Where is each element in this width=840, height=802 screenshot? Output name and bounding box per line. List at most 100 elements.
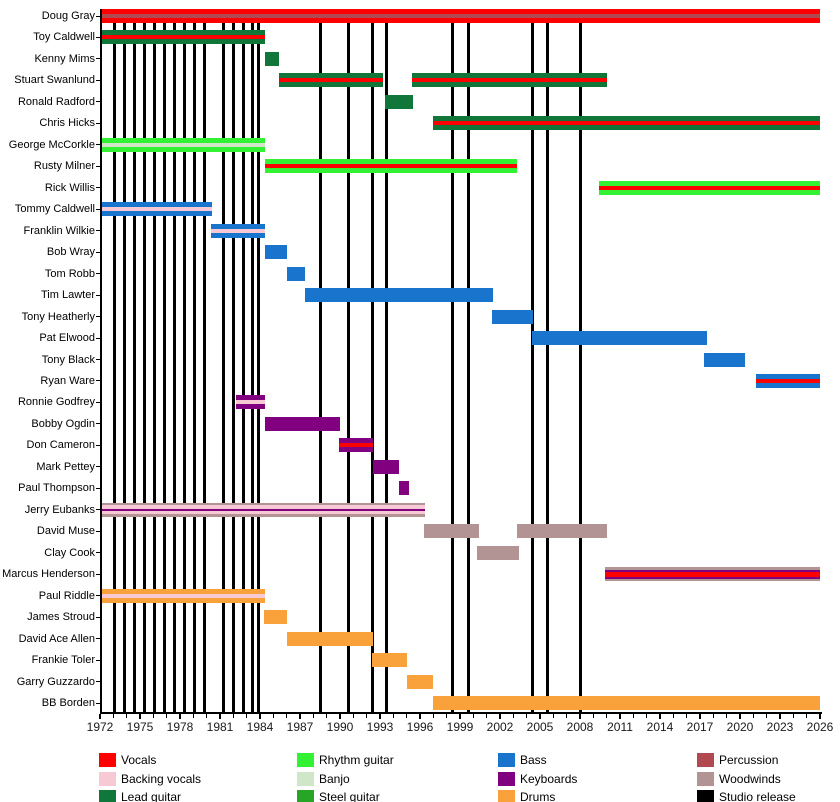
member-label: Pat Elwood [39,332,95,345]
x-axis-tick [432,714,434,718]
member-axis-tick [96,251,100,253]
x-axis-tick [446,714,448,718]
legend-label: Drums [520,790,556,802]
x-axis-tick [379,714,381,719]
member-label: Ronnie Godfrey [17,396,95,409]
x-axis-tick [659,714,661,719]
member-bar [598,180,820,195]
member-label: George McCorkle [8,138,95,151]
backing-vocals-stripe [236,400,266,405]
member-label: Doug Gray [41,10,95,22]
member-bar [265,51,280,66]
member-label: Garry Guzzardo [16,675,95,688]
vocals-stripe [605,571,820,577]
studio-release-line [257,9,261,712]
member-bar [477,545,519,560]
legend-label: Woodwinds [719,772,781,786]
member-label: James Stroud [27,611,95,624]
member-label: Don Cameron [26,439,95,452]
keyboards-stripe [236,395,266,401]
x-axis-tick [779,714,781,719]
x-axis-tick-label: 1993 [366,720,394,734]
backing-vocals-stripe [210,228,266,233]
legend-label: Studio release [719,790,796,802]
x-axis-tick [392,714,394,718]
woodwinds-stripe [424,524,479,539]
x-axis-tick-label: 2014 [646,720,674,734]
x-axis-tick [579,714,581,719]
x-axis-tick [232,714,234,718]
vocals-stripe [100,35,266,40]
member-label: Tommy Caldwell [14,203,95,216]
member-axis-tick [96,165,100,167]
x-axis-tick-label: 2011 [607,720,633,734]
member-label: Stuart Swanlund [14,74,95,87]
member-axis-tick [96,337,100,339]
legend-swatch-vocals [99,753,116,767]
member-bar [100,202,212,217]
member-bar [492,309,534,324]
member-label: Bobby Ogdin [31,417,95,430]
x-axis-tick [486,714,488,718]
keyboards-stripe [236,404,266,410]
lead-guitar-stripe [278,82,384,88]
lead-guitar-stripe [278,73,384,79]
bass-stripe [210,232,266,238]
rhythm-guitar-stripe [598,180,820,186]
bass-stripe [756,373,820,379]
woodwinds-stripe [477,545,519,560]
member-label: Ryan Ware [40,374,95,387]
bass-stripe [492,309,534,324]
member-bar [100,588,266,603]
member-axis-tick [96,273,100,275]
member-bar [517,524,607,539]
x-axis-tick [139,714,141,719]
member-label: Chris Hicks [39,117,95,130]
member-axis-tick [96,187,100,189]
vocals-stripe [412,78,607,83]
member-axis-tick [96,659,100,661]
vocals-stripe [338,443,374,448]
legend-label: Percussion [719,753,779,767]
x-axis-tick-label: 2023 [766,720,794,734]
x-axis-tick [352,714,354,718]
member-label: Kenny Mims [34,52,95,65]
member-label: Tony Black [41,353,95,366]
drums-stripe [286,631,373,646]
member-label: Ronald Radford [17,95,95,108]
member-bar [286,631,373,646]
member-axis-tick [96,573,100,575]
member-axis-tick [96,294,100,296]
x-axis-tick [459,714,461,719]
x-axis-tick [206,714,208,718]
x-axis-line [100,712,822,714]
woodwinds-stripe [100,502,426,506]
x-axis-tick-label: 1987 [286,720,314,734]
member-bar [704,352,746,367]
member-axis-tick [96,101,100,103]
x-axis-tick-label: 1996 [406,720,434,734]
member-axis-tick [96,509,100,511]
legend-swatch-bass [498,753,515,767]
member-bar [372,653,407,668]
legend-label: Backing vocals [121,772,202,786]
woodwinds-stripe [517,524,607,539]
member-axis-tick [96,58,100,60]
legend-label: Rhythm guitar [319,753,394,767]
member-label: Tim Lawter [41,289,95,302]
member-bar [286,266,306,281]
member-label: Frankie Toler [31,654,95,667]
legend-label: Steel guitar [319,790,380,802]
member-label: Paul Thompson [18,482,95,495]
member-bar [265,416,340,431]
x-axis-tick-label: 1999 [446,720,474,734]
lead-guitar-stripe [412,73,607,79]
backing-vocals-stripe [100,593,266,598]
bass-stripe [532,331,707,346]
x-axis-tick [512,714,514,718]
legend-swatch-backing-vocals [99,772,116,786]
studio-release-line [545,9,549,712]
member-bar [210,223,266,238]
bass-stripe [756,382,820,388]
banjo-stripe [100,142,266,147]
